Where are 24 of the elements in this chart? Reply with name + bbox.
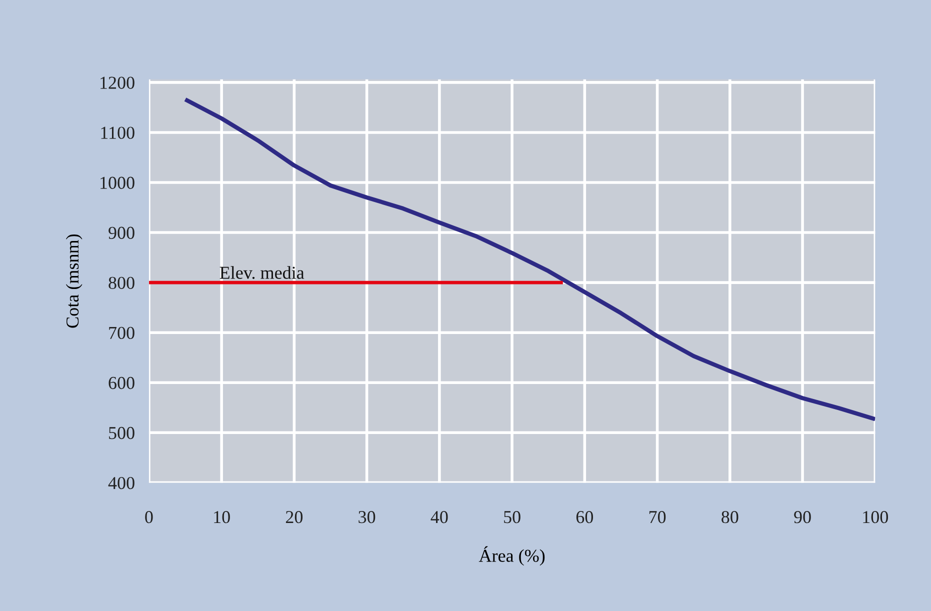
x-tick-label: 20 — [286, 510, 303, 524]
x-tick-label: 60 — [576, 510, 594, 524]
x-tick-label: 90 — [794, 510, 811, 524]
x-tick-label: 50 — [504, 510, 520, 524]
x-tick-label: 80 — [722, 510, 738, 524]
y-tick-label: 500 — [109, 426, 134, 440]
y-tick-label: 1000 — [100, 176, 134, 189]
x-tick-label: 0 — [145, 510, 153, 524]
y-tick-label: 800 — [108, 276, 134, 290]
x-tick-label: 10 — [214, 510, 230, 524]
y-tick-label: 400 — [108, 476, 134, 490]
x-tick-label: 30 — [358, 510, 376, 524]
x-tick-label: 70 — [649, 510, 666, 524]
y-axis-title: Cota (msnm) — [66, 234, 82, 328]
series-label: Elev. media — [220, 266, 304, 279]
x-tick-label: 100 — [863, 510, 888, 524]
y-tick-label: 1200 — [100, 76, 134, 89]
x-axis-title: Área (%) — [478, 546, 545, 566]
y-tick-label: 600 — [108, 376, 134, 390]
y-tick-label: 900 — [108, 226, 134, 239]
y-tick-label: 1100 — [101, 126, 134, 139]
line-series — [183, 97, 876, 422]
y-tick-label: 700 — [109, 326, 134, 340]
x-tick-label: 40 — [430, 510, 448, 524]
